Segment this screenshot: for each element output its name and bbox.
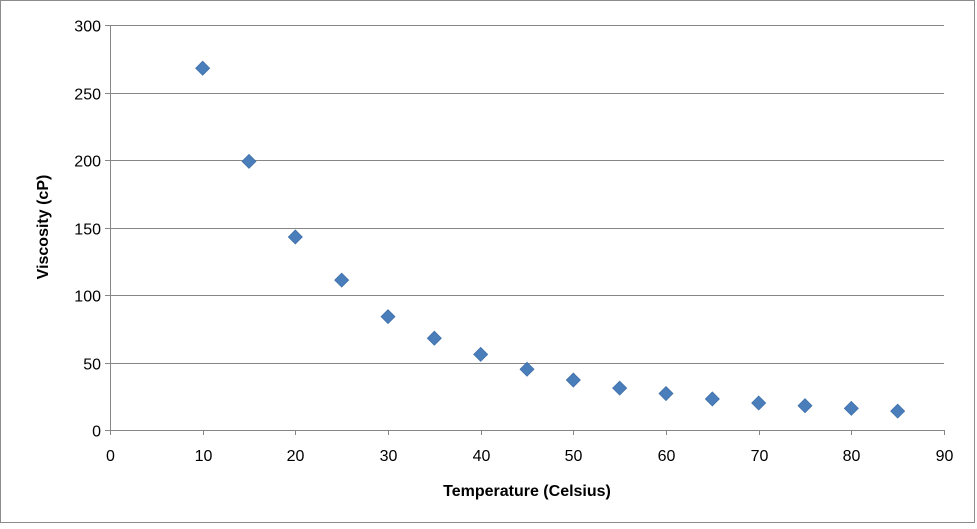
data-point: [334, 272, 350, 288]
y-tick-labels: 0 50 100 150 200 250 300: [74, 19, 101, 441]
y-tick-label: 200: [74, 154, 101, 171]
x-tick-label: 20: [287, 448, 305, 465]
data-point: [612, 380, 628, 396]
data-point: [426, 330, 442, 346]
x-tick-label: 30: [380, 448, 398, 465]
data-point: [797, 398, 813, 414]
x-tick-label: 70: [751, 448, 769, 465]
data-point: [843, 400, 859, 416]
data-points: [195, 60, 906, 419]
x-tick-label: 50: [565, 448, 583, 465]
x-tick-label: 10: [195, 448, 213, 465]
y-tick-label: 300: [74, 19, 101, 36]
y-tick-label: 100: [74, 289, 101, 306]
data-point: [287, 229, 303, 245]
y-tick-label: 250: [74, 87, 101, 104]
data-point: [658, 386, 674, 402]
y-tick-label: 50: [83, 357, 101, 374]
data-point: [565, 372, 581, 388]
x-tick-label: 40: [473, 448, 491, 465]
x-tick-label: 80: [843, 448, 861, 465]
data-point: [473, 346, 489, 362]
x-tick-labels: 0 10 20 30 40 50 60 70 80 90: [106, 448, 953, 465]
x-tick-label: 0: [106, 448, 115, 465]
data-point: [195, 60, 211, 76]
y-tick-label: 0: [92, 424, 101, 441]
x-axis-title: Temperature (Celsius): [443, 483, 611, 500]
axes: [105, 25, 945, 435]
x-tick-label: 60: [658, 448, 676, 465]
data-point: [704, 391, 720, 407]
data-point: [380, 309, 396, 325]
data-point: [890, 403, 906, 419]
y-axis-title: Viscosity (cP): [35, 175, 52, 280]
grid-lines: [110, 25, 944, 364]
y-tick-label: 150: [74, 222, 101, 239]
data-point: [241, 153, 257, 169]
data-point: [519, 361, 535, 377]
x-tick-label: 90: [936, 448, 954, 465]
data-point: [751, 395, 767, 411]
